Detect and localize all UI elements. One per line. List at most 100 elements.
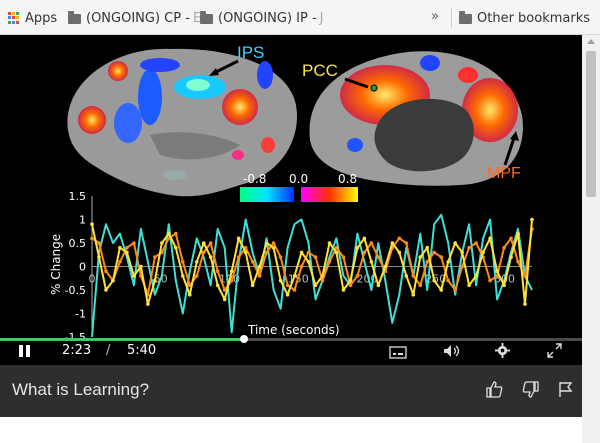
data-point-mpf (439, 288, 444, 292)
progress-scrubber[interactable] (240, 335, 249, 343)
data-point-pcc (278, 255, 283, 259)
data-point-pcc (418, 283, 423, 288)
bookmark-label: (ONGOING) CP - (86, 10, 190, 26)
data-point-mpf (153, 278, 157, 283)
colorbar-zero: 0.0 (289, 172, 308, 186)
data-point-pcc (257, 274, 262, 278)
bookmark-ongoing-ip[interactable]: (ONGOING) IP -J (200, 10, 324, 26)
data-point-mpf (187, 292, 192, 297)
data-point-mpf (327, 241, 332, 245)
data-point-mpf (334, 250, 339, 255)
data-point-pcc (439, 255, 444, 259)
data-point-mpf (320, 274, 325, 278)
data-point-mpf (502, 283, 506, 288)
scroll-thumb[interactable] (586, 51, 596, 197)
bookmark-ongoing-cp[interactable]: (ONGOING) CP -E (68, 10, 201, 26)
captions-button[interactable] (389, 344, 407, 363)
data-point-mpf (97, 255, 101, 259)
data-point-pcc (299, 264, 304, 269)
data-point-mpf (495, 269, 499, 273)
pause-button[interactable] (18, 343, 32, 362)
fullscreen-icon (547, 343, 562, 358)
progress-bar[interactable] (0, 335, 582, 343)
video-player[interactable]: IPS PCC MPF -0.8 0.0 0.8 1.510.50-0.5-1-… (0, 35, 582, 365)
data-point-pcc (341, 255, 346, 259)
settings-button[interactable] (495, 343, 510, 362)
bookmark-label-fade: J (319, 10, 324, 26)
data-point-pcc (460, 264, 464, 269)
more-bookmarks-chevron[interactable]: » (431, 9, 439, 24)
report-button[interactable] (558, 381, 575, 402)
data-point-pcc (523, 274, 527, 278)
data-point-mpf (299, 250, 304, 255)
data-point-pcc (153, 255, 157, 259)
other-bookmarks-label: Other bookmarks (477, 10, 591, 26)
data-point-mpf (236, 236, 241, 241)
video-title-bar: What is Learning? (0, 365, 582, 417)
data-point-pcc (502, 245, 506, 250)
data-point-pcc (285, 283, 290, 288)
data-point-pcc (236, 255, 241, 259)
data-point-pcc (369, 241, 374, 245)
apps-grid-icon (8, 12, 20, 24)
scroll-up-arrow-icon[interactable] (587, 39, 595, 44)
data-point-pcc (229, 278, 234, 283)
page-body (0, 417, 582, 443)
data-point-pcc (404, 241, 409, 245)
video-frame: IPS PCC MPF -0.8 0.0 0.8 1.510.50-0.5-1-… (49, 43, 534, 344)
data-point-mpf (174, 245, 178, 250)
data-point-mpf (111, 278, 115, 283)
data-point-mpf (481, 250, 485, 255)
data-point-mpf (194, 260, 199, 264)
data-point-pcc (474, 241, 478, 245)
data-point-mpf (167, 231, 171, 236)
bookmarks-bar: Apps (ONGOING) CP -E (ONGOING) IP -J » O… (0, 0, 600, 35)
data-point-pcc (453, 288, 457, 292)
chart-xlabel: Time (seconds) (247, 323, 340, 337)
data-point-pcc (180, 260, 185, 264)
page-scrollbar[interactable] (582, 35, 600, 443)
colorbar-pos: 0.8 (338, 172, 357, 186)
data-point-mpf (90, 222, 94, 226)
data-point-pcc (432, 250, 437, 255)
data-point-pcc (362, 250, 367, 255)
data-point-pcc (446, 278, 450, 283)
brain-left (67, 48, 297, 197)
data-point-mpf (271, 245, 276, 250)
data-point-mpf (139, 264, 143, 269)
data-point-pcc (306, 250, 311, 255)
other-bookmarks[interactable]: Other bookmarks (459, 10, 590, 26)
like-button[interactable] (486, 381, 503, 402)
data-point-pcc (516, 260, 520, 264)
data-point-pcc (208, 241, 213, 245)
folder-icon (68, 11, 81, 24)
data-point-mpf (432, 278, 437, 283)
gear-icon (495, 343, 510, 358)
colorbar: -0.8 0.0 0.8 (240, 172, 358, 202)
data-point-mpf (285, 292, 290, 297)
y-tick-label: 0.5 (69, 237, 87, 250)
data-point-pcc (264, 250, 269, 255)
data-point-mpf (306, 260, 311, 264)
data-point-mpf (355, 245, 360, 250)
dislike-button[interactable] (522, 381, 539, 402)
data-point-mpf (488, 236, 492, 241)
bookmarks-divider (451, 8, 452, 28)
folder-icon (459, 11, 472, 24)
volume-icon (444, 345, 460, 357)
data-point-pcc (215, 269, 220, 273)
data-point-pcc (313, 255, 318, 259)
folder-icon (200, 11, 213, 24)
x-tick-label: 250 (425, 273, 446, 286)
fullscreen-button[interactable] (547, 343, 562, 362)
thumbs-down-icon (522, 381, 539, 398)
data-point-mpf (530, 217, 534, 222)
data-point-mpf (201, 241, 206, 245)
data-point-mpf (257, 264, 262, 269)
data-point-mpf (425, 245, 430, 250)
data-point-mpf (229, 269, 234, 273)
apps-shortcut[interactable]: Apps (8, 10, 57, 26)
data-point-mpf (390, 241, 395, 245)
volume-button[interactable] (443, 343, 461, 362)
